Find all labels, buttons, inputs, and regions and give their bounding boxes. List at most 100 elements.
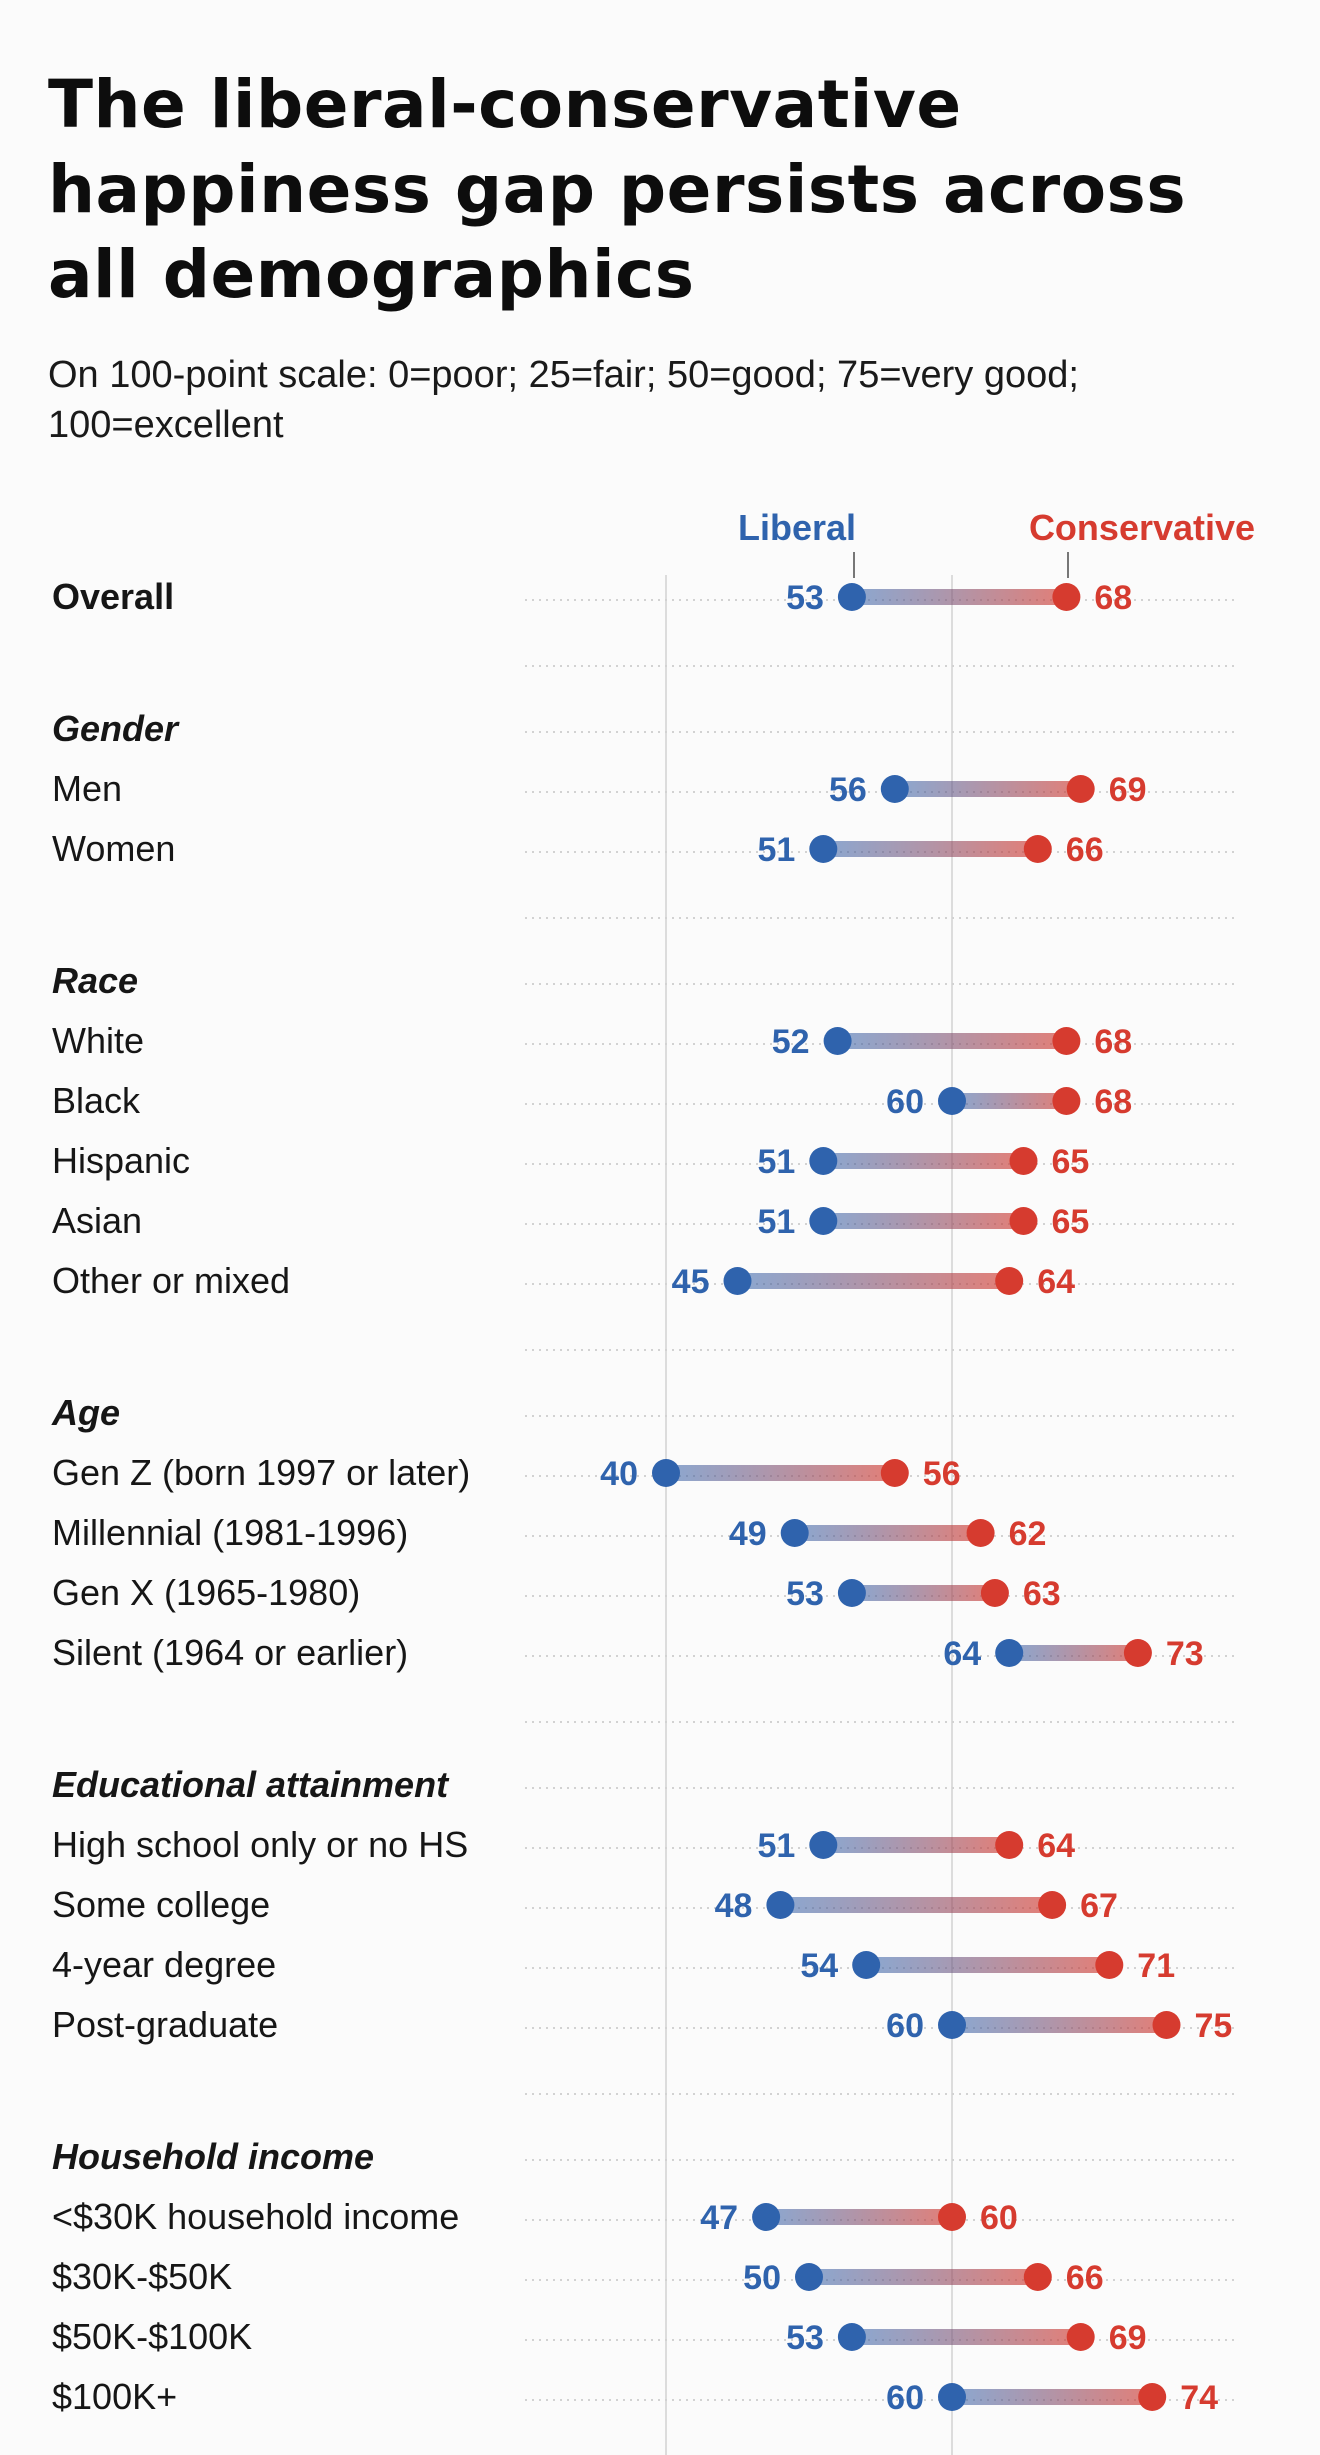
data-row: Gen Z (born 1997 or later) 40 56 — [52, 1452, 961, 1493]
liberal-dot — [837, 2323, 866, 2351]
gap-bar — [794, 1525, 981, 1541]
data-row: Hispanic 51 65 — [52, 1140, 1089, 1181]
conservative-value-label: 68 — [1094, 1023, 1132, 1061]
liberal-value-label: 51 — [757, 1203, 795, 1241]
conservative-dot — [1052, 583, 1081, 611]
conservative-value-label: 62 — [1009, 1515, 1047, 1553]
data-row: Overall 53 68 — [52, 576, 1132, 617]
gap-bar — [809, 2269, 1038, 2285]
section-header: Age — [51, 1392, 120, 1433]
conservative-value-label: 75 — [1195, 2007, 1233, 2045]
data-row: High school only or no HS 51 64 — [52, 1824, 1075, 1865]
gap-bar — [823, 1213, 1024, 1229]
liberal-value-label: 52 — [772, 1023, 810, 1061]
data-row: $100K+ 60 74 — [52, 2376, 1218, 2417]
gap-bar — [866, 1957, 1110, 1973]
conservative-value-label: 71 — [1137, 1947, 1175, 1985]
data-row: Millennial (1981-1996) 49 62 — [52, 1512, 1046, 1553]
liberal-value-label: 50 — [743, 2259, 781, 2297]
data-row: Gen X (1965-1980) 53 63 — [52, 1572, 1061, 1613]
liberal-dot — [995, 1639, 1024, 1667]
gap-bar — [766, 2209, 952, 2225]
row-label: Other or mixed — [52, 1260, 290, 1301]
row-label: Men — [52, 768, 122, 809]
row-label: Asian — [52, 1200, 142, 1241]
conservative-dot — [938, 2203, 966, 2231]
conservative-value-label: 66 — [1066, 831, 1104, 869]
section-header: Household income — [52, 2136, 374, 2177]
liberal-dot — [938, 2011, 966, 2039]
conservative-dot — [1152, 2011, 1181, 2039]
liberal-dot — [752, 2203, 781, 2231]
liberal-dot — [795, 2263, 823, 2291]
conservative-dot — [1038, 1891, 1067, 1919]
liberal-dot — [938, 2383, 966, 2411]
section-label: Gender — [52, 708, 180, 749]
chart-subtitle: On 100-point scale: 0=poor; 25=fair; 50=… — [48, 354, 1079, 446]
conservative-value-label: 64 — [1037, 1263, 1075, 1301]
liberal-value-label: 53 — [786, 2319, 824, 2357]
chart-title: The liberal-conservative happiness gap p… — [48, 66, 1187, 313]
liberal-dot — [766, 1891, 795, 1919]
gap-bar — [780, 1897, 1053, 1913]
conservative-dot — [1052, 1087, 1081, 1115]
liberal-value-label: 54 — [800, 1947, 838, 1985]
liberal-dot — [723, 1267, 752, 1295]
section-header: Race — [52, 960, 138, 1001]
row-label: Women — [52, 828, 175, 869]
section-header: Educational attainment — [52, 1764, 450, 1805]
liberal-dot — [823, 1027, 852, 1055]
gap-bar — [837, 1033, 1067, 1049]
liberal-dot — [809, 1147, 838, 1175]
liberal-value-label: 51 — [757, 831, 795, 869]
gap-bar — [823, 841, 1038, 857]
section-label: Age — [51, 1392, 120, 1433]
gap-bar — [666, 1465, 895, 1481]
conservative-value-label: 65 — [1052, 1143, 1090, 1181]
row-label: White — [52, 1020, 144, 1061]
row-label: 4-year degree — [52, 1944, 276, 1985]
gap-bar — [894, 781, 1081, 797]
liberal-value-label: 48 — [715, 1887, 753, 1925]
row-label: Gen Z (born 1997 or later) — [52, 1452, 470, 1493]
conservative-value-label: 63 — [1023, 1575, 1061, 1613]
data-row: <$30K household income 47 60 — [52, 2196, 1018, 2237]
conservative-dot — [1023, 2263, 1052, 2291]
data-row: Silent (1964 or earlier) 64 73 — [52, 1632, 1204, 1673]
conservative-dot — [1138, 2383, 1167, 2411]
liberal-dot — [809, 835, 838, 863]
liberal-value-label: 45 — [672, 1263, 710, 1301]
row-label: Post-graduate — [52, 2004, 278, 2045]
gap-bar — [851, 589, 1067, 605]
liberal-value-label: 53 — [786, 579, 824, 617]
data-row: Asian 51 65 — [52, 1200, 1089, 1241]
conservative-value-label: 67 — [1080, 1887, 1118, 1925]
conservative-value-label: 69 — [1109, 771, 1147, 809]
data-row: Women 51 66 — [52, 828, 1104, 869]
liberal-dot — [652, 1459, 680, 1487]
data-row: White 52 68 — [52, 1020, 1132, 1061]
liberal-value-label: 60 — [886, 1083, 924, 1121]
conservative-dot — [980, 1579, 1009, 1607]
row-label: High school only or no HS — [52, 1824, 468, 1865]
liberal-dot — [809, 1207, 838, 1235]
row-label: $30K-$50K — [52, 2256, 232, 2297]
liberal-value-label: 47 — [700, 2199, 738, 2237]
data-row: $50K-$100K 53 69 — [52, 2316, 1147, 2357]
conservative-value-label: 66 — [1066, 2259, 1104, 2297]
gap-bar — [952, 1093, 1067, 1109]
liberal-value-label: 51 — [757, 1827, 795, 1865]
conservative-value-label: 56 — [923, 1455, 961, 1493]
gridlines — [525, 575, 1235, 2455]
liberal-value-label: 40 — [600, 1455, 638, 1493]
liberal-dot — [837, 583, 866, 611]
data-row: Black 60 68 — [52, 1080, 1132, 1121]
conservative-dot — [966, 1519, 995, 1547]
conservative-dot — [1023, 835, 1052, 863]
conservative-value-label: 60 — [980, 2199, 1018, 2237]
row-label: Silent (1964 or earlier) — [52, 1632, 408, 1673]
row-label: Overall — [52, 576, 174, 617]
legend: Liberal Conservative — [738, 507, 1255, 578]
conservative-dot — [1123, 1639, 1152, 1667]
